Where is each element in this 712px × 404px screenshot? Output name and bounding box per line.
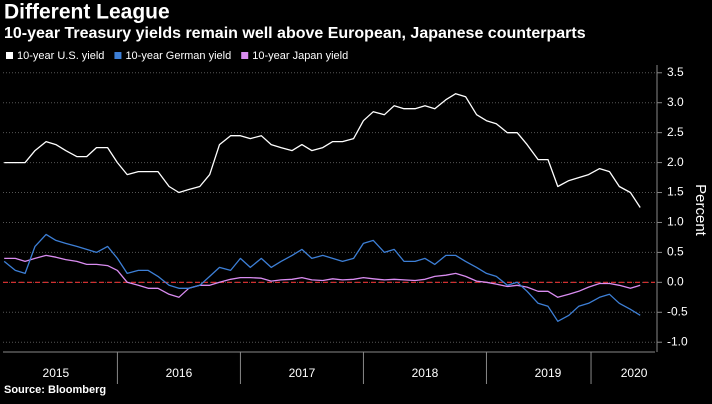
legend-label: 10-year Japan yield <box>252 50 348 62</box>
y-tick-label: 3.5 <box>667 65 684 79</box>
y-tick-label: 3.0 <box>667 95 684 109</box>
y-tick-label: -1.0 <box>667 334 688 348</box>
x-tick-label: 2017 <box>289 366 316 380</box>
chart-title: Different League <box>4 1 170 24</box>
y-tick-label: 1.0 <box>667 215 684 229</box>
legend-label: 10-year U.S. yield <box>17 50 104 62</box>
chart-subtitle: 10-year Treasury yields remain well abov… <box>4 25 586 42</box>
y-axis-label: Percent <box>692 184 709 237</box>
series-line <box>3 233 641 322</box>
legend-label: 10-year German yield <box>125 50 231 62</box>
y-tick-label: 2.5 <box>667 125 684 139</box>
legend-swatch <box>6 52 13 59</box>
series-line <box>4 93 641 208</box>
y-tick-label: 2.0 <box>667 155 684 169</box>
legend-swatch <box>114 52 122 59</box>
y-tick-label: -0.5 <box>667 304 688 318</box>
x-tick-label: 2020 <box>621 366 648 380</box>
series-line <box>4 254 641 298</box>
x-tick-label: 2019 <box>535 366 562 380</box>
source: Source: Bloomberg <box>4 384 106 396</box>
x-tick-label: 2015 <box>43 366 70 380</box>
legend-swatch <box>241 52 249 59</box>
x-tick-label: 2018 <box>412 366 439 380</box>
y-tick-label: 0.0 <box>667 275 684 289</box>
y-tick-label: 1.5 <box>667 185 684 199</box>
x-tick-label: 2016 <box>166 366 193 380</box>
y-tick-label: 0.5 <box>667 245 684 259</box>
